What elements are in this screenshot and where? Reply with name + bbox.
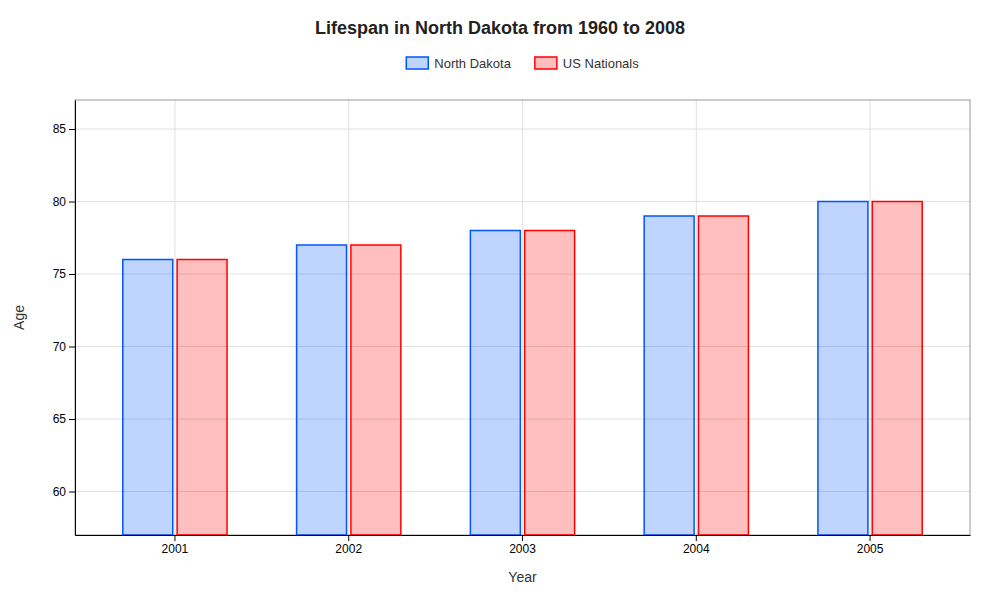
chart-title: Lifespan in North Dakota from 1960 to 20… [315,18,685,38]
x-tick: 2003 [509,535,536,556]
y-tick: 60 [53,485,75,499]
x-tick-mark [870,535,871,541]
y-tick-label: 80 [53,195,67,209]
y-tick: 85 [53,122,75,136]
y-tick-mark [69,419,75,420]
x-tick: 2005 [857,535,884,556]
x-tick-mark [522,535,523,541]
bar [818,202,868,536]
bar [123,260,173,536]
plot-root: 2001 2002 2003 2004 2005 60 65 70 75 80 85 [53,100,971,556]
x-grid-line [870,100,871,535]
x-grid-line [522,100,523,535]
y-tick: 70 [53,340,75,354]
x-axis: 2001 2002 2003 2004 2005 [76,535,971,556]
chart-container: 2001 2002 2003 2004 2005 60 65 70 75 80 85 Year Age L… [0,0,1000,600]
bar [872,202,922,536]
x-grid-line [348,100,349,535]
y-tick-label: 70 [53,340,67,354]
y-tick: 80 [53,195,75,209]
y-axis-title: Age [11,305,27,330]
y-tick-label: 85 [53,122,67,136]
y-axis-line [75,101,76,536]
bar [644,216,694,535]
bar [177,260,227,536]
x-tick-mark [348,535,349,541]
bar [297,245,347,535]
bar-series [177,202,922,536]
x-tick-label: 2004 [683,542,710,556]
y-tick-mark [69,274,75,275]
legend-swatch [535,57,557,69]
bar [470,231,520,536]
grid [75,100,970,535]
y-tick-label: 65 [53,412,67,426]
x-grid-line [696,100,697,535]
x-axis-title: Year [508,569,537,585]
x-tick-label: 2003 [509,542,536,556]
y-tick: 75 [53,267,75,281]
legend-swatch [406,57,428,69]
legend-item: US Nationals [535,56,639,71]
x-grid-line [174,100,175,535]
legend-item: North Dakota [406,56,511,71]
y-tick-mark [69,202,75,203]
legend-label: US Nationals [563,56,639,71]
y-tick-mark [69,129,75,130]
legend: North Dakota US Nationals [406,56,639,71]
x-tick-label: 2002 [335,542,362,556]
y-tick-label: 60 [53,485,67,499]
y-tick: 65 [53,412,75,426]
y-tick-mark [69,347,75,348]
chart-svg: 2001 2002 2003 2004 2005 60 65 70 75 80 85 Year Age L… [0,0,1000,600]
bar [525,231,575,536]
x-tick: 2002 [335,535,362,556]
bar-series [123,202,868,536]
bars [123,202,922,536]
legend-label: North Dakota [434,56,511,71]
x-tick: 2001 [162,535,189,556]
x-tick-label: 2005 [857,542,884,556]
x-tick-label: 2001 [162,542,189,556]
bar [698,216,748,535]
plot-frame [75,100,970,535]
x-tick: 2004 [683,535,710,556]
y-tick-mark [69,492,75,493]
x-tick-mark [174,535,175,541]
x-tick-mark [696,535,697,541]
y-axis: 60 65 70 75 80 85 [53,101,76,536]
y-tick-label: 75 [53,267,67,281]
bar [351,245,401,535]
